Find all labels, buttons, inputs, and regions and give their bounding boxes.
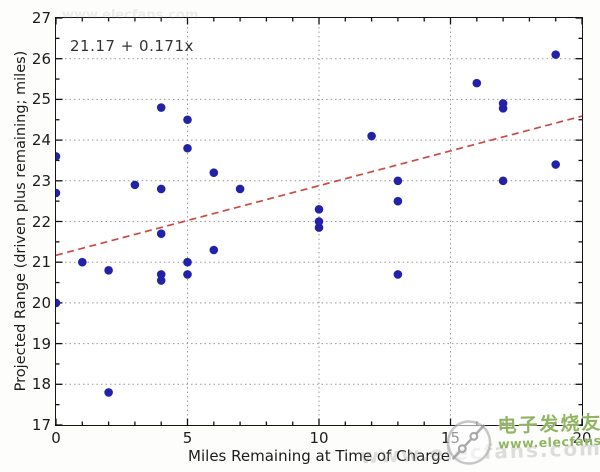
watermark-url: www.elecfans.com <box>497 431 600 452</box>
watermark-text: 电子发烧友 www.elecfans.com <box>497 412 600 452</box>
data-point <box>156 184 165 193</box>
y-tick-label: 26 <box>31 49 51 68</box>
x-tick-label: 5 <box>182 429 193 447</box>
data-point <box>314 216 323 226</box>
data-point <box>156 269 165 279</box>
elecfans-logo-icon <box>446 420 492 465</box>
y-tick-label: 22 <box>31 212 51 231</box>
y-tick-label: 18 <box>31 375 51 394</box>
data-point <box>366 131 376 140</box>
y-tick-label: 20 <box>31 293 51 312</box>
data-point <box>393 269 402 279</box>
data-point <box>498 103 507 113</box>
data-point <box>550 49 560 59</box>
data-point <box>209 167 218 177</box>
data-point <box>235 184 244 193</box>
data-point <box>393 196 402 205</box>
data-point <box>314 204 323 214</box>
data-point <box>55 298 60 307</box>
x-tick-label: 10 <box>309 429 329 447</box>
data-point <box>472 78 481 87</box>
x-tick-label: 0 <box>51 429 61 447</box>
y-tick-label: 19 <box>31 334 51 353</box>
data-point <box>393 176 402 185</box>
x-tick-label: 20 <box>572 429 592 447</box>
y-tick-label: 23 <box>31 171 51 190</box>
watermark: 电子发烧友 www.elecfans.com <box>443 412 600 469</box>
data-point <box>130 180 139 189</box>
y-tick-label: 24 <box>31 131 51 150</box>
y-tick-label: 21 <box>31 253 51 272</box>
data-point <box>156 102 165 112</box>
y-tick-label: 27 <box>31 9 51 27</box>
data-point <box>182 269 192 279</box>
data-point <box>103 387 113 397</box>
x-axis-title: Miles Remaining at Time of Charge <box>188 447 450 465</box>
data-point <box>314 222 323 232</box>
plot-area <box>54 16 583 426</box>
data-point <box>182 257 192 266</box>
y-axis-title: Projected Range (driven plus remaining; … <box>13 50 29 392</box>
regression-equation-annotation: 21.17 + 0.171x <box>70 37 194 55</box>
data-point <box>182 114 192 124</box>
data-point <box>103 265 113 275</box>
y-tick-label: 17 <box>31 416 51 434</box>
data-point <box>156 275 165 285</box>
data-point <box>209 245 218 254</box>
trend-line <box>55 114 582 256</box>
data-point <box>550 159 560 169</box>
data-point <box>55 188 60 197</box>
data-point <box>156 228 165 238</box>
data-point <box>55 151 60 161</box>
plot-canvas <box>55 17 582 425</box>
data-point <box>77 257 87 266</box>
y-tick-label: 25 <box>31 90 51 109</box>
data-point <box>498 176 507 185</box>
data-point <box>182 143 192 153</box>
